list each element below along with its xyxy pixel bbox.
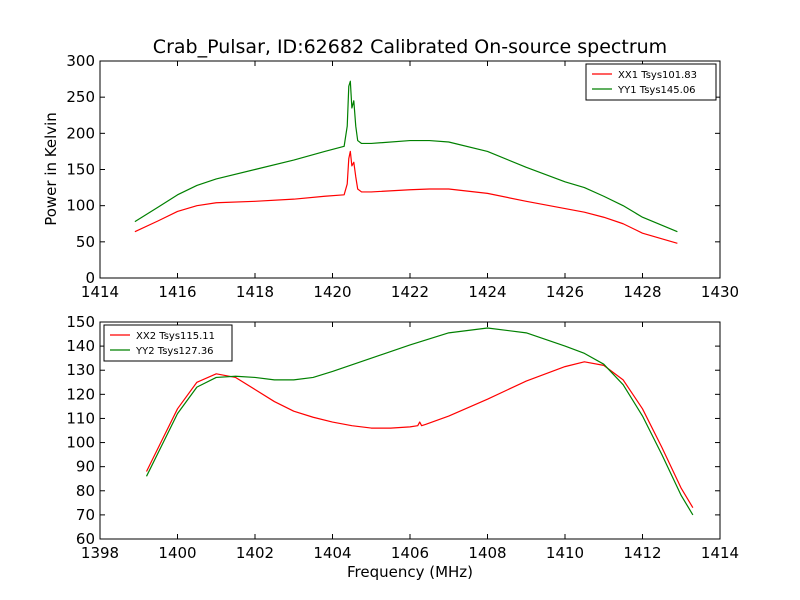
bottom-y-tick-label: 90 <box>76 458 95 476</box>
top-y-tick-label: 200 <box>66 124 95 142</box>
bottom-x-tick-label: 1414 <box>701 544 739 562</box>
bottom-legend-label-1: XX2 Tsys115.11 <box>136 331 215 342</box>
top-y-tick-label: 50 <box>76 233 95 251</box>
bottom-x-tick-label: 1406 <box>391 544 429 562</box>
top-x-tick-label: 1424 <box>468 283 506 301</box>
top-series-line-1 <box>134 150 678 244</box>
bottom-y-tick-label: 120 <box>66 385 95 403</box>
top-x-tick-label: 1414 <box>81 283 119 301</box>
bottom-x-tick-label: 1404 <box>313 544 351 562</box>
top-y-tick-label: 150 <box>66 161 95 179</box>
top-x-tick-label: 1426 <box>546 283 584 301</box>
bottom-legend-label-2: YY2 Tsys127.36 <box>135 346 214 357</box>
bottom-x-tick-label: 1398 <box>81 544 119 562</box>
bottom-y-tick-label: 80 <box>76 482 95 500</box>
y-axis-label-top: Power in Kelvin <box>42 112 60 226</box>
top-legend <box>585 63 717 101</box>
top-legend-label-2: YY1 Tsys145.06 <box>617 85 696 96</box>
top-series-line-2 <box>134 80 678 233</box>
chart-title: Crab_Pulsar, ID:62682 Calibrated On-sour… <box>153 36 667 58</box>
top-y-tick-label: 100 <box>66 197 95 215</box>
bottom-x-tick-label: 1402 <box>236 544 274 562</box>
bottom-y-tick-label: 150 <box>66 313 95 331</box>
top-x-tick-label: 1422 <box>391 283 429 301</box>
bottom-x-tick-label: 1410 <box>546 544 584 562</box>
top-x-tick-label: 1418 <box>236 283 274 301</box>
bottom-y-tick-label: 100 <box>66 434 95 452</box>
bottom-plot: 1398 1400 1402 1404 1406 1408 1410 1412 1414 60 70… <box>66 313 739 562</box>
bottom-y-tick-label: 130 <box>66 361 95 379</box>
bottom-y-tick-label: 140 <box>66 337 95 355</box>
bottom-y-tick-label: 60 <box>76 530 95 548</box>
top-y-tick-label: 0 <box>85 269 95 287</box>
bottom-y-tick-label: 70 <box>76 506 95 524</box>
top-x-tick-label: 1416 <box>158 283 196 301</box>
bottom-x-tick-label: 1408 <box>468 544 506 562</box>
top-y-tick-label: 250 <box>66 88 95 106</box>
top-x-tick-label: 1420 <box>313 283 351 301</box>
bottom-x-tick-label: 1412 <box>623 544 661 562</box>
bottom-y-tick-label: 110 <box>66 409 95 427</box>
bottom-x-tick-label: 1400 <box>158 544 196 562</box>
top-x-tick-label: 1430 <box>701 283 739 301</box>
x-axis-label-bottom: Frequency (MHz) <box>347 563 473 581</box>
bottom-legend <box>103 324 233 362</box>
bottom-series-line-2 <box>145 327 694 516</box>
top-y-tick-label: 300 <box>66 52 95 70</box>
top-plot: 1414 1416 1418 1420 1422 1424 1426 1428 1430 0 50 1… <box>66 52 739 301</box>
top-legend-label-1: XX1 Tsys101.83 <box>618 70 697 81</box>
top-x-tick-label: 1428 <box>623 283 661 301</box>
